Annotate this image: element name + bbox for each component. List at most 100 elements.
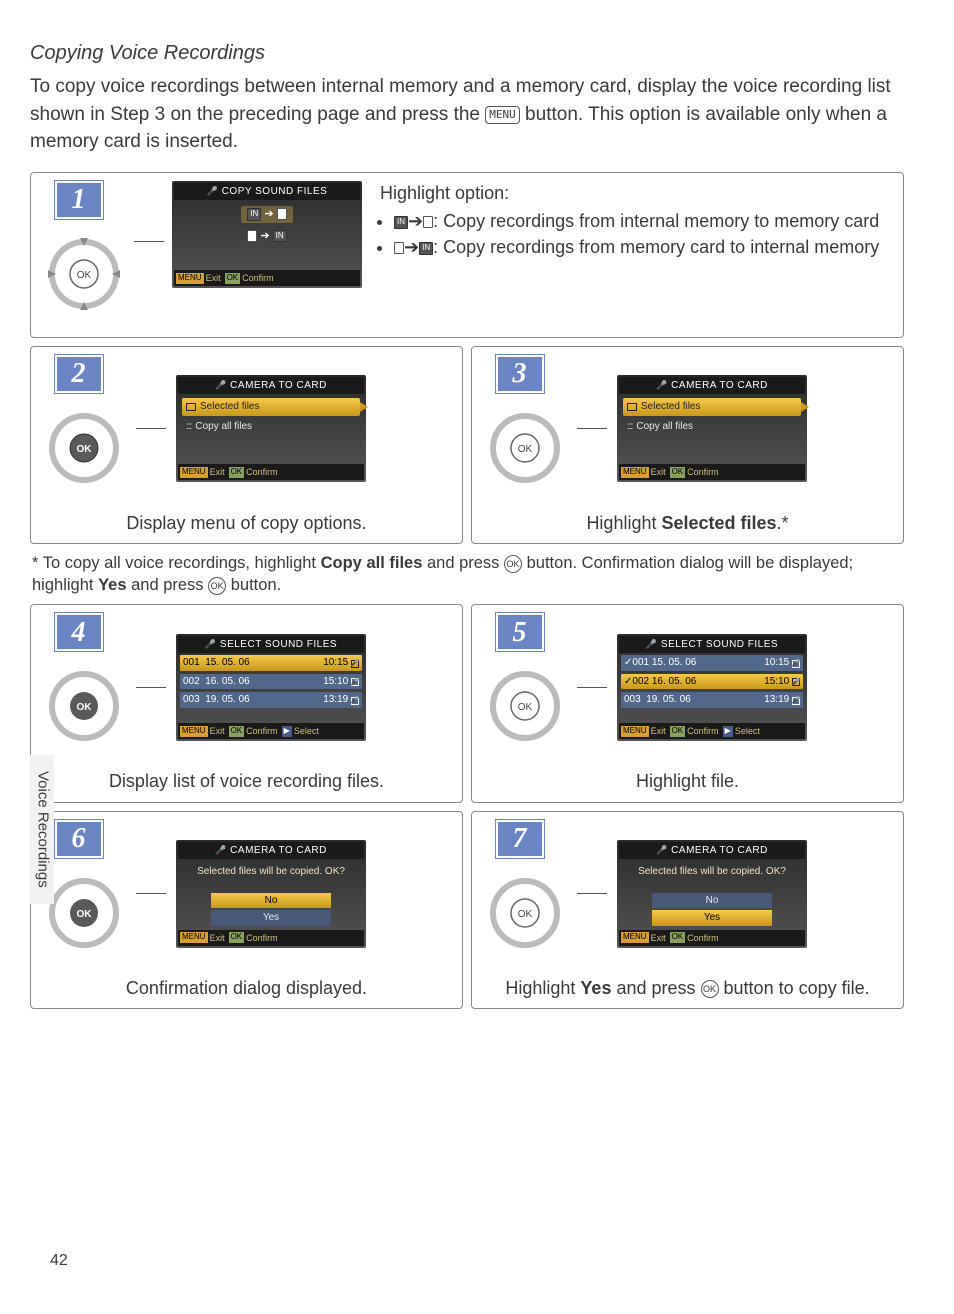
step5-caption: Highlight file. [636,769,739,793]
step7-caption: Highlight Yes and press OK button to cop… [505,976,869,1000]
step-number-5: 5 [496,613,544,651]
exit-label: Exit [651,466,666,478]
dial-icon: OK [41,651,126,761]
confirm-label: Confirm [687,725,719,737]
opt-yes: Yes [211,910,331,926]
mic-icon: 🎤 [207,186,219,196]
svg-text:OK: OK [76,444,92,455]
step-3-panel: 3 OK 🎤 CAMERA TO CARD Selected files :::… [471,346,904,544]
intro-text: To copy voice recordings between interna… [30,73,904,156]
ok-icon: OK [208,577,226,595]
dial-icon: OK [41,219,126,329]
copy-direction-2: ➔ IN [178,227,356,246]
lcd-title: 🎤 COPY SOUND FILES [174,183,360,201]
svg-text:OK: OK [517,909,532,920]
lcd-title-text: COPY SOUND FILES [222,186,328,197]
confirm-text: Selected files will be copied. OK? [182,863,360,881]
confirm-label: Confirm [246,466,278,478]
copy-direction-1: IN ➔ [178,204,356,225]
step4-caption: Display list of voice recording files. [109,769,384,793]
confirm-text: Selected files will be copied. OK? [623,863,801,881]
dial-icon: OK [482,858,567,968]
lcd-step5: 🎤 SELECT SOUND FILES ✓001 15. 05. 0610:1… [617,634,807,742]
svg-text:OK: OK [76,909,92,920]
lcd-step6: 🎤 CAMERA TO CARD Selected files will be … [176,840,366,948]
lcd-step3: 🎤 CAMERA TO CARD Selected files ::: Copy… [617,375,807,483]
lcd-title-text: SELECT SOUND FILES [220,639,337,650]
select-label: Select [735,725,760,737]
steps-container: 1 OK 🎤 COPY SOUND FILES IN ➔ ➔ IN [30,172,904,1009]
lcd-step4: 🎤 SELECT SOUND FILES 001 15. 05. 0610:15… [176,634,366,742]
opt-yes: Yes [652,910,772,926]
step2-caption: Display menu of copy options. [126,511,366,535]
step6-caption: Confirmation dialog displayed. [126,976,367,1000]
step-2-panel: 2 OK 🎤 CAMERA TO CARD Selected files :::… [30,346,463,544]
dial-icon: OK [41,393,126,503]
exit-label: Exit [210,932,225,944]
no-yes-options: No Yes [182,893,360,926]
lcd-footer: MENUExit OKConfirm [174,270,360,286]
confirm-label: Confirm [246,932,278,944]
lcd-title-text: CAMERA TO CARD [230,380,327,391]
opt-selected-files: Selected files [182,398,360,416]
file-row: 002 16. 05. 0615:10 🎤 [180,674,362,690]
file-row: ✓001 15. 05. 0610:15 🎤 [621,655,803,671]
svg-text:OK: OK [517,702,532,713]
file-row: ✓002 16. 05. 0615:10 🎤 [621,674,803,690]
step-number-1: 1 [55,181,103,219]
step-number-7: 7 [496,820,544,858]
confirm-label: Confirm [687,932,719,944]
ok-icon: OK [701,980,719,998]
step1-description: Highlight option: IN➔: Copy recordings f… [370,181,893,262]
page-number: 42 [50,1250,68,1272]
file-row: 001 15. 05. 0610:15 🎤 [180,655,362,671]
dial-icon: OK [482,651,567,761]
step3-caption: Highlight Selected files.* [586,511,788,535]
lcd-step7: 🎤 CAMERA TO CARD Selected files will be … [617,840,807,948]
file-row: 003 19. 05. 0613:19 🎤 [621,692,803,708]
svg-text:OK: OK [517,444,532,455]
opt-no: No [211,893,331,909]
lcd-title-text: CAMERA TO CARD [230,845,327,856]
confirm-label: Confirm [687,466,719,478]
lcd-title-text: SELECT SOUND FILES [661,639,778,650]
exit-label: Exit [210,466,225,478]
lcd-step1: 🎤 COPY SOUND FILES IN ➔ ➔ IN MENUExit OK… [172,181,362,289]
exit-label: Exit [651,932,666,944]
menu-badge: MENU [485,106,520,124]
svg-text:OK: OK [76,702,92,713]
confirm-label: Confirm [246,725,278,737]
step-1-panel: 1 OK 🎤 COPY SOUND FILES IN ➔ ➔ IN [30,172,904,338]
step-5-panel: 5 OK 🎤 SELECT SOUND FILES ✓001 15. 05. 0… [471,604,904,802]
select-label: Select [294,725,319,737]
dial-icon: OK [482,393,567,503]
opt-selected-files: Selected files [623,398,801,416]
lcd-title-text: CAMERA TO CARD [671,845,768,856]
opt-card-to-internal: ➔IN: Copy recordings from memory card to… [394,235,893,259]
opt-copy-all: ::: Copy all files [182,418,360,436]
exit-label: Exit [210,725,225,737]
opt-copy-all: ::: Copy all files [623,418,801,436]
opt-internal-to-card: IN➔: Copy recordings from internal memor… [394,209,893,233]
section-title: Copying Voice Recordings [30,40,904,67]
step-number-4: 4 [55,613,103,651]
confirm-label: Confirm [242,272,274,284]
step-number-2: 2 [55,355,103,393]
step-number-3: 3 [496,355,544,393]
file-row: 003 19. 05. 0613:19 🎤 [180,692,362,708]
step-number-6: 6 [55,820,103,858]
sidebar-label: Voice Recordings [30,755,54,904]
svg-text:OK: OK [76,270,91,281]
exit-label: Exit [206,272,221,284]
step-4-panel: 4 OK 🎤 SELECT SOUND FILES 001 15. 05. 06… [30,604,463,802]
lcd-title-text: CAMERA TO CARD [671,380,768,391]
step-7-panel: 7 OK 🎤 CAMERA TO CARD Selected files wil… [471,811,904,1009]
lcd-step2: 🎤 CAMERA TO CARD Selected files ::: Copy… [176,375,366,483]
exit-label: Exit [651,725,666,737]
step-6-panel: 6 OK 🎤 CAMERA TO CARD Selected files wil… [30,811,463,1009]
desc-heading: Highlight option: [380,181,893,205]
opt-no: No [652,893,772,909]
footnote: * To copy all voice recordings, highligh… [32,552,904,597]
no-yes-options: No Yes [623,893,801,926]
ok-icon: OK [504,555,522,573]
